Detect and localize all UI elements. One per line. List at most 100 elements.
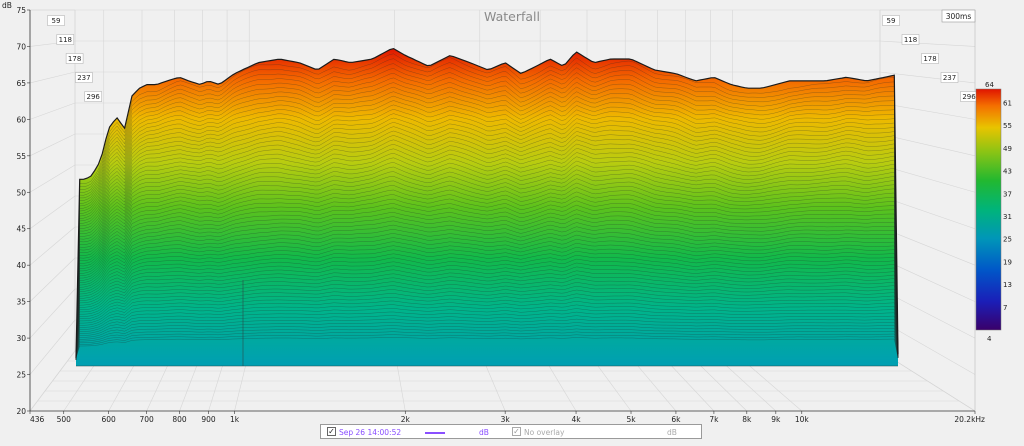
time-slice-label-left: 118 [59,36,72,44]
surface-contour [75,63,899,360]
x-tick-label: 9k [771,415,781,424]
colorbar-tick-label: 31 [1003,213,1012,221]
surface-contour [75,109,899,360]
series-1-unit: dB [479,428,489,437]
surface-contour [75,325,899,359]
y-tick-label: 45 [16,225,26,234]
colorbar-tick-label: 7 [1003,304,1007,312]
y-tick-label: 50 [16,188,26,197]
time-slice-box [921,53,939,64]
x-tick-label: 2k [401,415,411,424]
surface-contour [75,153,899,359]
time-slice-label-left: 237 [77,74,90,82]
surface-contour [75,104,899,360]
x-tick-label: 1k [230,415,240,424]
time-slice-box [940,72,959,83]
surface-contour [75,261,899,359]
y-tick-label: 75 [16,6,26,15]
surface-contour [75,337,899,359]
time-slice-label-left: 59 [52,17,61,25]
surface-contour [75,135,899,359]
y-tick-label: 40 [16,261,26,270]
colorbar-tick-label: 55 [1003,122,1012,130]
time-label: 300ms [946,12,972,21]
legend-bar: ✓ Sep 26 14:00:52 dB ✓ No overlay dB [320,424,702,439]
x-tick-label: 500 [57,415,72,424]
surface-contour [75,148,899,359]
y-tick-label: 20 [16,407,26,416]
surface-contour [75,334,899,359]
surface-contour [75,86,899,361]
colorbar-tick-label: 19 [1003,258,1012,266]
surface-contour [75,130,899,359]
colorbar-tick-label: 37 [1003,190,1012,198]
colorbar: 64 4 61 55 49 43 37 31 25 19 13 7 [975,81,1012,343]
series-2-checkbox[interactable]: ✓ [512,427,521,436]
colorbar-tick-label: 25 [1003,236,1012,244]
surface-outline [75,47,899,359]
surface-contour [75,253,899,359]
surface-contour [75,216,899,360]
y-axis-label: dB [2,1,12,10]
time-slice-label-right: 237 [943,74,956,82]
surface-contour [75,139,899,359]
surface-contour [75,68,899,360]
surface-contour [75,289,899,358]
time-slice-label-left: 178 [68,55,81,63]
surface-contour [75,100,899,360]
time-slice-label-left: 296 [87,93,101,101]
surface-contour [75,277,899,358]
y-tick-label: 55 [16,152,26,161]
surface-contour [75,331,899,359]
surface-contour [75,203,899,360]
y-tick-label: 70 [16,42,26,51]
time-slice-box [901,34,920,45]
surface-contour [75,166,899,359]
surface-contour [75,265,899,359]
surface-contour [75,91,899,361]
y-tick-label: 30 [16,334,26,343]
y-tick-label: 60 [16,115,26,124]
time-slice-label-right: 178 [923,55,936,63]
series-1-checkbox[interactable]: ✓ [327,427,336,436]
surface-contour [75,322,899,359]
surface-contour [75,162,899,359]
y-tick-label: 25 [16,371,26,380]
surface-contour [75,296,899,359]
surface-contour [75,189,899,360]
surface-contour [75,293,899,358]
surface-contour [75,281,899,358]
surface-contour [75,273,899,359]
colorbar-tick-label: 61 [1003,100,1012,108]
colorbar-tick-label: 49 [1003,145,1012,153]
x-tick-label: 3k [501,415,511,424]
x-tick-label: 8k [742,415,752,424]
time-slice-box [84,91,102,102]
surface-contour [75,245,899,359]
x-tick-label: 6k [671,415,681,424]
x-tick-label: 5k [626,415,636,424]
x-tick-label: 7k [709,415,719,424]
surface-contour [75,82,899,360]
surface-contour [75,122,899,360]
surface-contour [75,126,899,359]
surface-contour [75,58,899,359]
y-tick-label: 35 [16,298,26,307]
surface-contour [75,198,899,360]
colorbar-gradient [975,88,1002,331]
surface-contour [75,180,899,360]
time-slice-box [65,53,84,64]
surface-contour [75,77,899,360]
surface-contour [75,224,899,360]
surface-contour [75,157,899,359]
time-slice-box [56,34,75,45]
x-tick-label: 600 [101,415,116,424]
x-tick-label: 700 [139,415,154,424]
series-1-line [425,432,445,434]
colorbar-max-label: 64 [985,81,994,89]
surface-contour [75,171,899,359]
surface-contour [75,328,899,359]
series-2-unit: dB [667,428,677,437]
surface-contour [75,113,899,360]
